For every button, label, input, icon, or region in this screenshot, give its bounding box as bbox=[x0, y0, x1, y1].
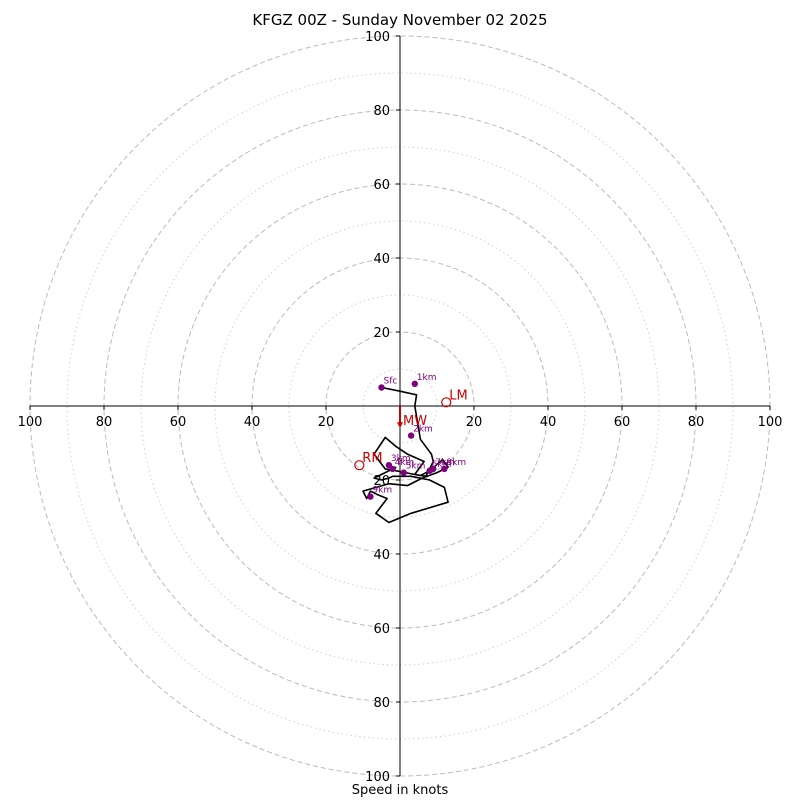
height-marker-1km bbox=[411, 380, 418, 387]
hodograph-trace bbox=[362, 386, 449, 524]
x-tick-label: 40 bbox=[244, 415, 261, 430]
height-marker-9km bbox=[367, 493, 374, 500]
y-tick-label: 80 bbox=[373, 696, 390, 711]
height-label-1km: 1km bbox=[417, 373, 437, 383]
y-tick-label: 40 bbox=[373, 548, 390, 563]
height-marker-4km bbox=[389, 465, 396, 473]
height-label-7km: 7km bbox=[435, 458, 455, 468]
height-marker-Sfc bbox=[378, 384, 385, 391]
height-label-4km: 4km bbox=[395, 458, 415, 468]
height-label-8km: 8km bbox=[446, 458, 466, 468]
x-tick-label: 100 bbox=[18, 415, 43, 430]
x-tick-label: 60 bbox=[170, 415, 187, 430]
height-label-Sfc: Sfc bbox=[384, 377, 398, 387]
x-tick-label: 20 bbox=[466, 415, 483, 430]
height-label-3km: 3km bbox=[391, 454, 411, 464]
x-axis-label: Speed in knots bbox=[351, 783, 449, 798]
x-tick-label: 100 bbox=[758, 415, 783, 430]
y-tick-label: 100 bbox=[365, 770, 390, 785]
y-tick-label: 80 bbox=[373, 104, 390, 119]
height-marker-8km bbox=[441, 465, 448, 473]
storm-motion-label-MW: MW bbox=[403, 414, 427, 429]
y-tick-label: 60 bbox=[373, 622, 390, 637]
x-tick-label: 80 bbox=[688, 415, 705, 430]
height-marker-5km bbox=[400, 469, 407, 476]
height-label-6km: 6km bbox=[432, 460, 452, 470]
storm-motion-label-RM: RM bbox=[362, 451, 382, 466]
chart-title: KFGZ 00Z - Sunday November 02 2025 bbox=[252, 11, 548, 29]
y-tick-label: 40 bbox=[373, 252, 390, 267]
y-tick-label: 60 bbox=[373, 178, 390, 193]
x-tick-label: 20 bbox=[318, 415, 335, 430]
y-tick-label: 100 bbox=[365, 30, 390, 45]
y-tick-label: 20 bbox=[373, 326, 390, 341]
storm-motion-marker-RM bbox=[354, 460, 365, 471]
x-tick-label: 80 bbox=[96, 415, 113, 430]
height-label-9km: 9km bbox=[372, 486, 392, 496]
x-tick-label: 60 bbox=[614, 415, 631, 430]
height-label-5km: 5km bbox=[406, 462, 426, 472]
height-marker-7km bbox=[430, 465, 437, 473]
storm-motion-marker-LM bbox=[441, 397, 452, 408]
height-marker-2km bbox=[407, 432, 415, 439]
storm-motion-label-LM: LM bbox=[449, 388, 467, 403]
mean-wind-arrow-head bbox=[397, 422, 403, 429]
height-label-2km: 2km bbox=[413, 425, 433, 435]
x-tick-label: 40 bbox=[540, 415, 557, 430]
